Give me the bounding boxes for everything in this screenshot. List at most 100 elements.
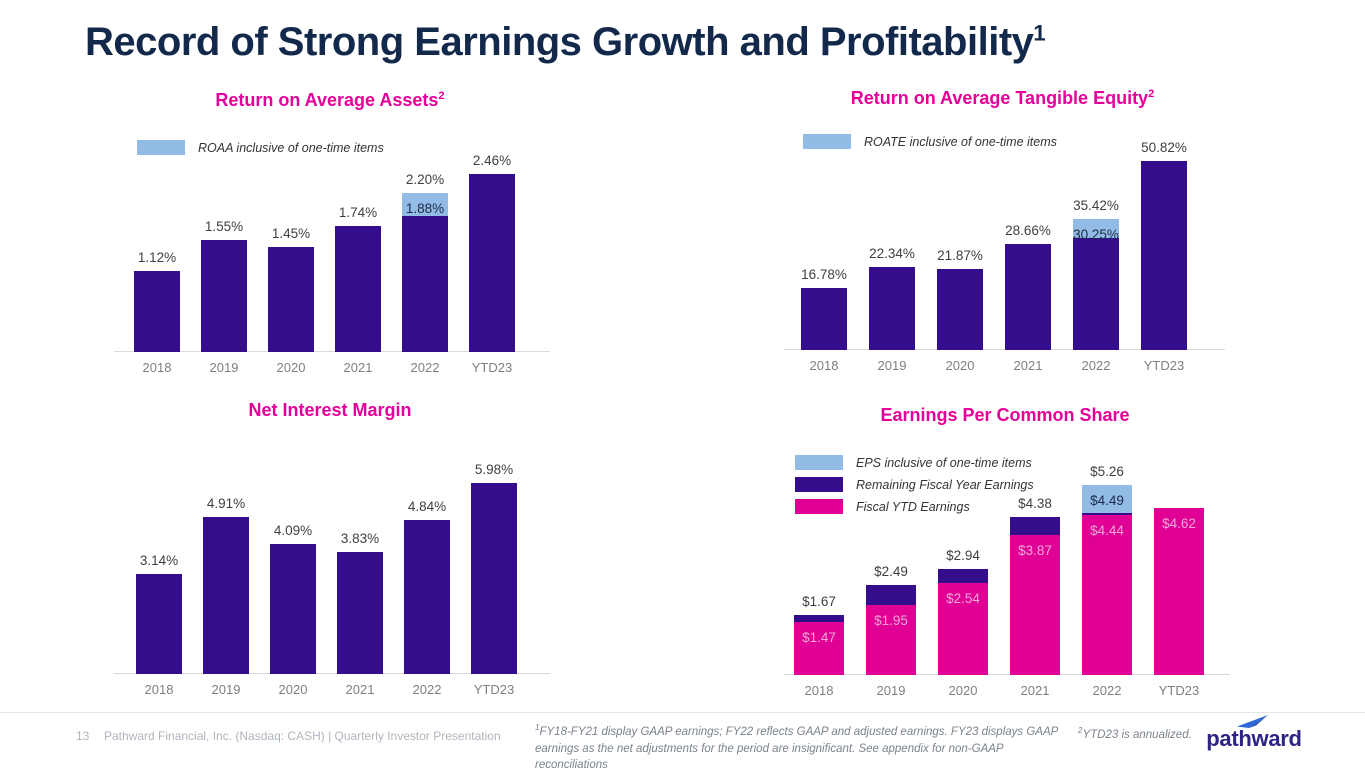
legend-item: ROATE inclusive of one-time items: [803, 134, 1057, 149]
value-label: 28.66%: [1005, 222, 1051, 238]
bar-segment: [471, 483, 517, 674]
value-label: 21.87%: [937, 247, 983, 263]
x-axis-label: 2019: [211, 682, 241, 697]
bar-segment: [270, 543, 316, 674]
x-axis-label: 2018: [804, 683, 834, 698]
legend-item: Remaining Fiscal Year Earnings: [795, 477, 1034, 492]
legend-swatch: [795, 477, 843, 492]
value-label: 1.55%: [204, 219, 244, 234]
bar-segment: [1073, 218, 1119, 238]
legend-item: ROAA inclusive of one-time items: [137, 140, 384, 155]
footnote-2-superscript: 2: [1078, 726, 1083, 735]
value-label: 35.42%: [1073, 197, 1119, 213]
chart-return-on-average-tangible-equity: Return on Average Tangible Equity2 ROATE…: [780, 88, 1225, 388]
x-axis-label: 2021: [345, 682, 375, 697]
value-label: $2.49: [874, 564, 908, 580]
bar-segment: [268, 247, 314, 352]
x-axis-label: YTD23: [1143, 358, 1185, 373]
slide-title-superscript: 1: [1033, 20, 1046, 46]
bar-segment: [801, 287, 847, 350]
bar-segment: [402, 216, 448, 352]
chart-title: Earnings Per Common Share: [880, 405, 1130, 425]
bar-segment: [1141, 161, 1187, 350]
x-axis-label: 2018: [144, 682, 174, 697]
bar-segment: [1073, 237, 1119, 350]
x-axis-label: 2022: [1092, 683, 1122, 698]
bar-segment: [794, 621, 844, 675]
value-label: $2.94: [946, 547, 980, 563]
legend-swatch: [795, 499, 843, 514]
bar-segment: [1082, 514, 1132, 675]
x-axis-label: 2020: [278, 682, 308, 697]
value-label: 4.91%: [206, 496, 246, 512]
x-axis-line: [114, 351, 550, 352]
x-axis-label: 2021: [1013, 358, 1043, 373]
chart-title: Return on Average Tangible Equity2: [850, 88, 1155, 108]
legend-item: EPS inclusive of one-time items: [795, 455, 1034, 470]
legend-swatch: [137, 140, 185, 155]
chart-plot: 2018 2019 2020 2021 2022 YTD23 $1.67 $1.47 $2.49…: [780, 464, 1230, 698]
chart-plot: 2018 2019 2020 2021 2022 YTD23 3.14% 4.91% 4.09%…: [110, 462, 550, 697]
bar-segment: [404, 519, 450, 674]
bar-segment: [469, 174, 515, 352]
legend-label: ROAA inclusive of one-time items: [198, 140, 384, 155]
footnote-1: 1FY18-FY21 display GAAP earnings; FY22 r…: [535, 723, 1058, 768]
x-axis-label: YTD23: [473, 682, 515, 697]
bar-segment: [1082, 485, 1132, 513]
chart-title-superscript: 2: [438, 90, 445, 102]
footnote-2: 2YTD23 is annualized.: [1078, 726, 1192, 741]
chart-legend: EPS inclusive of one-time items Remaining…: [795, 455, 1034, 521]
value-label: $4.49: [1090, 493, 1124, 509]
value-label: 2.20%: [405, 172, 445, 188]
value-label: $1.67: [802, 593, 836, 609]
value-label: 16.78%: [801, 266, 847, 282]
bar-segment: [1010, 535, 1060, 675]
chart-title: Net Interest Margin: [248, 400, 412, 420]
x-axis-label: 2019: [877, 358, 907, 373]
x-axis-label: 2019: [209, 360, 239, 375]
legend-label: Remaining Fiscal Year Earnings: [856, 477, 1034, 492]
x-axis-line: [784, 349, 1225, 350]
value-label: 22.34%: [869, 246, 915, 262]
value-label: 3.14%: [139, 552, 179, 568]
logo-arrow-icon: [1237, 715, 1268, 728]
footer-divider: [0, 712, 1365, 713]
bar-segment: [201, 240, 247, 352]
chart-return-on-average-assets: Return on Average Assets2 ROAA inclusive…: [110, 90, 550, 390]
bar-segment: [1154, 508, 1204, 675]
bar-segment: [1005, 243, 1051, 350]
value-label: $2.54: [946, 591, 980, 607]
bar-segment: [794, 614, 844, 622]
x-axis-label: 2018: [142, 360, 172, 375]
bar-segment: [136, 573, 182, 674]
legend-swatch: [803, 134, 851, 149]
value-label: 1.45%: [271, 226, 311, 242]
legend-label: Fiscal YTD Earnings: [856, 499, 970, 514]
bar-segment: [402, 193, 448, 217]
footer-source: Pathward Financial, Inc. (Nasdaq: CASH) …: [104, 729, 501, 743]
x-axis-line: [114, 673, 550, 674]
x-axis-label: YTD23: [471, 360, 513, 375]
bar-segment: [938, 583, 988, 675]
chart-title-superscript: 2: [1148, 88, 1155, 100]
chart-earnings-per-common-share: Earnings Per Common Share EPS inclusive …: [780, 405, 1230, 710]
x-axis-label: 2022: [410, 360, 440, 375]
bar-segment: [866, 604, 916, 675]
x-axis-label: 2022: [1081, 358, 1111, 373]
legend-label: EPS inclusive of one-time items: [856, 455, 1032, 470]
slide-title: Record of Strong Earnings Growth and Pro…: [85, 20, 1046, 64]
value-label: 1.88%: [405, 201, 445, 217]
page-number: 13: [76, 729, 90, 743]
value-label: 5.98%: [474, 462, 514, 478]
legend-swatch: [795, 455, 843, 470]
value-label: 50.82%: [1141, 140, 1187, 156]
bar-segment: [866, 585, 916, 605]
chart-plot: 2018 2019 2020 2021 2022 YTD23 16.78% 22.34% 21.…: [780, 140, 1225, 373]
bar-segment: [937, 268, 983, 350]
chart-legend: ROATE inclusive of one-time items: [803, 134, 1057, 156]
bar-segment: [335, 226, 381, 352]
legend-item: Fiscal YTD Earnings: [795, 499, 1034, 514]
value-label: $1.47: [802, 629, 836, 645]
footnote-1-superscript: 1: [535, 723, 540, 732]
value-label: $1.95: [874, 612, 908, 628]
